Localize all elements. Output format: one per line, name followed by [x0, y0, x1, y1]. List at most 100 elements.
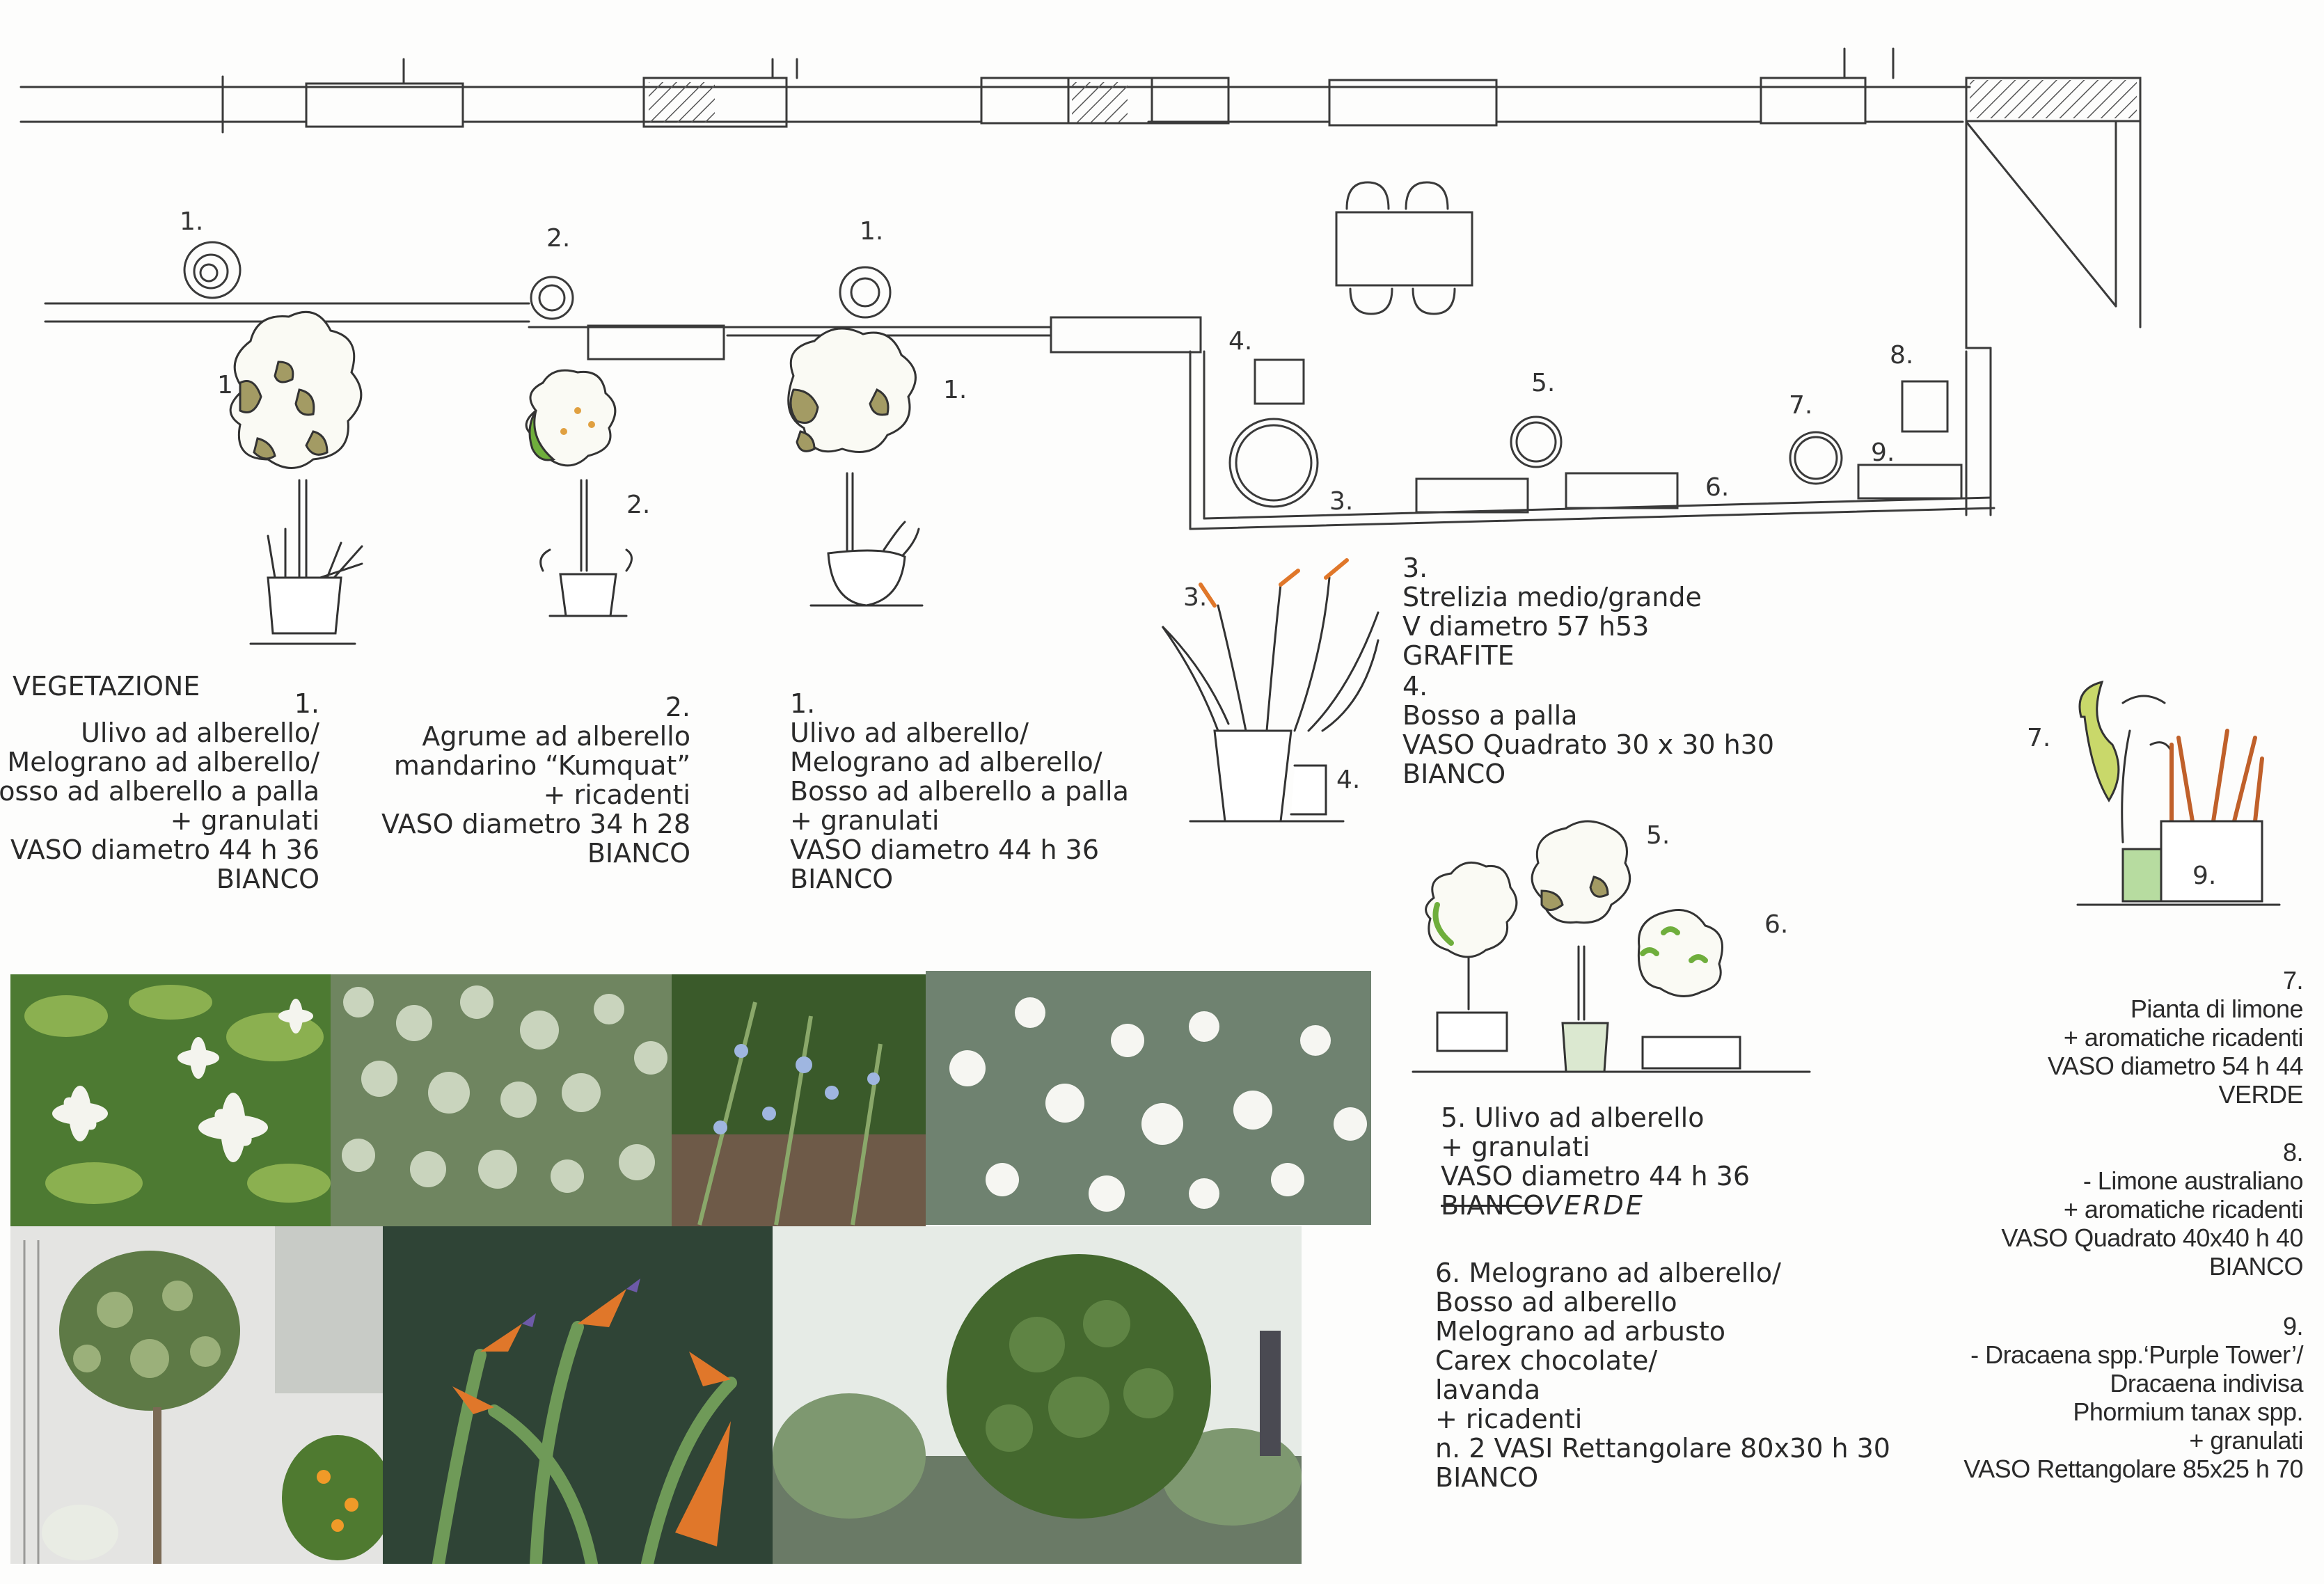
legend-7-line: + aromatiche ricadenti: [2063, 1023, 2304, 1052]
olive-tree-sketch-2: [787, 327, 924, 607]
legend-8-line: - Limone australiano: [2082, 1166, 2304, 1195]
legend-6-line: lavanda: [1435, 1375, 1541, 1405]
legend-6-line: 6. Melograno ad alberello/: [1435, 1258, 1781, 1288]
legend-5-line: VASO diametro 44 h 36: [1441, 1161, 1750, 1191]
lemon-dracaena-sketch: [2076, 680, 2281, 906]
legend-9-line: Phormium tanax spp.: [2073, 1397, 2303, 1426]
legend-5-line: + granulati: [1441, 1132, 1590, 1162]
olive-standard-tree-photo: [10, 1226, 383, 1564]
legend-1b-line: VASO diametro 44 h 36: [790, 834, 1099, 865]
sketch-label-2: 2.: [626, 491, 651, 519]
legend-2-line: mandarino “Kumquat”: [393, 750, 690, 781]
legend-9-line: Dracaena indivisa: [2110, 1369, 2303, 1397]
legend-1-line: VASO diametro 44 h 36: [10, 834, 319, 865]
sketch-label-7: 7.: [2027, 724, 2051, 752]
legend-9: 9. - Dracaena spp.‘Purple Tower’/ Dracae…: [1963, 1312, 2303, 1483]
legend-8-line: BIANCO: [2208, 1252, 2304, 1281]
plan-label-3: 3.: [1329, 487, 1354, 516]
sketch-label-4: 4.: [1336, 766, 1361, 794]
legend-7-number: 7.: [2282, 966, 2304, 995]
legend-7-line: VERDE: [2218, 1080, 2303, 1109]
legend-1b-line: BIANCO: [790, 864, 894, 894]
legend-3-line: GRAFITE: [1402, 640, 1515, 671]
legend-8-line: VASO Quadrato 40x40 h 40: [2001, 1223, 2303, 1252]
legend-4-line: BIANCO: [1402, 759, 1506, 789]
strelitzia-sketch: [1161, 558, 1380, 823]
legend-7-line: VASO diametro 54 h 44: [2047, 1052, 2304, 1080]
strelitzia-bird-of-paradise-photo: [383, 1226, 773, 1564]
legend-4-number: 4.: [1402, 671, 1428, 702]
legend-1-line: Bosso ad alberello a palla: [0, 776, 319, 807]
legend-6-line: BIANCO: [1435, 1462, 1539, 1493]
legend-2-number: 2.: [665, 692, 690, 722]
plan-walls: [19, 47, 2142, 530]
plan-label-1b: 1.: [860, 217, 884, 246]
legend-4: 4. Bosso a palla VASO Quadrato 30 x 30 h…: [1402, 672, 1774, 789]
legend-5-corrected-colour: VERDE: [1544, 1190, 1645, 1221]
plant-sketches: [229, 310, 2281, 1073]
legend-2-line: Agrume ad alberello: [422, 721, 690, 752]
legend-7-line: Pianta di limone: [2130, 995, 2304, 1023]
sketch-label-1a: 1: [217, 371, 233, 399]
plan-label-8: 8.: [1890, 341, 1914, 370]
sketch-label-9: 9.: [2192, 862, 2217, 890]
legend-3: 3. Strelizia medio/grande V diametro 57 …: [1402, 553, 1702, 670]
legend-2-line: VASO diametro 34 h 28: [381, 809, 690, 839]
legend-6-line: n. 2 VASI Rettangolare 80x30 h 30: [1435, 1433, 1890, 1464]
convolvulus-illustration: [926, 971, 1371, 1225]
legend-9-line: + granulati: [2189, 1426, 2303, 1455]
boxwood-illustration: [773, 1226, 1302, 1564]
strelitzia-illustration: [383, 1226, 773, 1564]
legend-5: 5. Ulivo ad alberello + granulati VASO d…: [1441, 1103, 1750, 1220]
legend-1-line: BIANCO: [216, 864, 319, 894]
legend-6-line: Bosso ad alberello: [1435, 1287, 1677, 1317]
legend-1: 1. Ulivo ad alberello/ Melograno ad albe…: [0, 689, 319, 894]
legend-6-line: Carex chocolate/: [1435, 1345, 1658, 1376]
plan-label-2: 2.: [546, 224, 571, 253]
plan-label-9: 9.: [1871, 438, 1895, 467]
legend-9-number: 9.: [2282, 1312, 2304, 1340]
legend-2-line: BIANCO: [587, 838, 690, 869]
white-convolvulus-flowers-photo: [926, 971, 1371, 1225]
rosemary-blue-flowers-photo: [672, 974, 926, 1226]
legend-7: 7. Pianta di limone + aromatiche ricaden…: [2047, 966, 2304, 1109]
legend-8: 8. - Limone australiano + aromatiche ric…: [2001, 1138, 2303, 1281]
olive-illustration: [10, 1226, 383, 1564]
legend-5-colour: BIANCOVERDE: [1441, 1191, 1750, 1220]
kumquat-tree-sketch: [525, 369, 633, 617]
legend-6-line: + ricadenti: [1435, 1404, 1583, 1434]
legend-4-line: Bosso a palla: [1402, 700, 1578, 731]
legend-8-line: + aromatiche ricadenti: [2063, 1195, 2304, 1223]
olive-pomegranate-sketch: [1412, 820, 1811, 1073]
legend-5-line: 5. Ulivo ad alberello: [1441, 1102, 1705, 1133]
white-jasmine-flowers-photo: [10, 974, 331, 1226]
legend-4-line: VASO Quadrato 30 x 30 h30: [1402, 729, 1775, 760]
legend-2-line: + ricadenti: [543, 779, 690, 810]
plan-label-5: 5.: [1531, 369, 1556, 397]
legend-1-line: + granulati: [170, 805, 319, 836]
plan-label-1a: 1.: [180, 207, 204, 236]
legend-6: 6. Melograno ad alberello/ Bosso ad albe…: [1435, 1258, 1890, 1492]
heading-vegetazione: VEGETAZIONE: [13, 671, 200, 702]
legend-2: 2. Agrume ad alberello mandarino “Kumqua…: [381, 692, 690, 868]
rosemary-illustration: [672, 974, 926, 1226]
thyme-illustration: [331, 974, 672, 1226]
jasmine-illustration: [10, 974, 331, 1226]
olive-tree-sketch-1: [229, 310, 363, 645]
legend-1b-line: Bosso ad alberello a palla: [790, 776, 1129, 807]
legend-1b-line: + granulati: [790, 805, 940, 836]
sketch-label-5: 5.: [1646, 821, 1670, 850]
legend-1b-line: Ulivo ad alberello/: [790, 718, 1029, 748]
legend-1-number: 1.: [294, 688, 319, 719]
legend-9-line: VASO Rettangolare 85x25 h 70: [1963, 1455, 2303, 1483]
legend-1b-line: Melograno ad alberello/: [790, 747, 1102, 777]
legend-3-line: V diametro 57 h53: [1402, 611, 1650, 642]
legend-5-struck-colour: BIANCO: [1441, 1190, 1544, 1221]
legend-1b-number: 1.: [790, 688, 816, 719]
legend-1-line: Ulivo ad alberello/: [81, 718, 319, 748]
sketch-label-6: 6.: [1764, 910, 1789, 939]
legend-1-line: Melograno ad alberello/: [7, 747, 319, 777]
plan-label-7: 7.: [1789, 391, 1813, 420]
plan-label-6: 6.: [1705, 473, 1730, 502]
